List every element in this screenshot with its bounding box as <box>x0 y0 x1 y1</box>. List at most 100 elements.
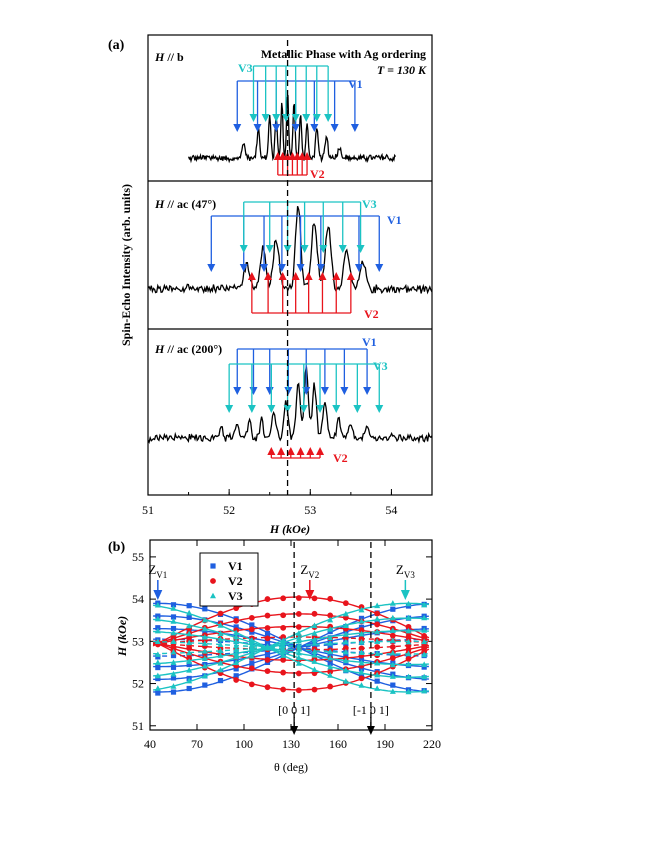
data-point <box>154 659 161 665</box>
arrow-head <box>296 264 305 272</box>
arrow-head <box>239 245 248 253</box>
fit-curve <box>153 617 429 677</box>
data-point <box>311 610 318 617</box>
data-point <box>342 657 349 664</box>
data-point <box>249 661 255 667</box>
x-tick-label-b: 160 <box>329 737 347 751</box>
arrow-head <box>312 114 321 122</box>
arrow-head <box>316 447 325 455</box>
fit-curve <box>153 604 429 693</box>
data-point <box>389 614 396 621</box>
data-point <box>311 622 318 629</box>
data-point <box>295 637 302 644</box>
data-point <box>233 617 240 624</box>
data-point <box>295 654 302 661</box>
data-point <box>210 578 216 584</box>
data-point <box>295 649 302 656</box>
data-point <box>342 667 349 673</box>
data-point <box>233 629 240 636</box>
data-point <box>155 664 161 671</box>
data-point <box>186 622 193 629</box>
arrow-head <box>356 245 365 253</box>
arrow-head <box>319 245 328 253</box>
data-point <box>358 630 365 637</box>
panel-a-temperature-text: T = 130 K <box>377 63 427 77</box>
z-marker-main: Z <box>148 562 156 577</box>
field-direction: // ac (47°) <box>164 197 216 211</box>
data-point <box>342 645 349 651</box>
x-tick-label-b: 40 <box>144 737 156 751</box>
data-point <box>264 668 271 675</box>
data-point <box>390 682 396 688</box>
data-point <box>327 595 334 602</box>
data-point <box>327 616 334 623</box>
data-point <box>233 605 240 612</box>
data-point <box>264 635 271 642</box>
subpanel-1: H // b V1 V3 V2 <box>154 50 397 181</box>
data-point <box>201 634 208 640</box>
arrow-head <box>375 264 384 272</box>
legend-label: V1 <box>228 559 243 573</box>
z-marker-label: ZV2 <box>300 562 319 580</box>
data-point <box>405 661 412 667</box>
data-point <box>374 615 381 622</box>
panel-a-frame <box>147 34 433 496</box>
v3-arrows: V3 <box>239 197 377 253</box>
arrow-head <box>277 447 286 455</box>
data-point <box>280 656 287 663</box>
arrow-head <box>346 272 355 280</box>
data-point <box>390 606 396 612</box>
data-point <box>233 633 240 640</box>
data-point <box>421 664 427 670</box>
arrow-head <box>272 114 281 122</box>
fit-curve <box>152 640 430 691</box>
data-point <box>311 666 318 673</box>
data-point <box>405 627 412 634</box>
v2-arrows: V2 <box>267 447 348 465</box>
data-point <box>210 563 216 569</box>
arrow-head <box>375 405 384 413</box>
spectrum-line <box>147 366 433 445</box>
panel-b-content: 40 70 100 130 160 190 220 51 52 53 54 55 [0 0 1] [-1 … <box>132 540 441 751</box>
x-tick-label-b: 130 <box>282 737 300 751</box>
x-tick-label-a: 54 <box>385 503 397 517</box>
data-point <box>248 614 255 621</box>
data-point <box>327 634 334 641</box>
panel-a-temperature: T = 130 K <box>377 63 427 77</box>
v2-arrows: V2 <box>247 272 379 321</box>
data-point <box>264 625 271 631</box>
arrow-head <box>283 405 292 413</box>
x-tick-label-a: 51 <box>142 503 154 517</box>
x-tick-label-b: 70 <box>191 737 203 751</box>
v1-arrows: V1 <box>233 77 363 132</box>
arrow-head <box>247 405 256 413</box>
y-tick-label-b: 54 <box>132 592 144 606</box>
data-point <box>295 670 302 677</box>
data-point <box>358 659 365 666</box>
v1-label: V1 <box>348 77 363 91</box>
data-point <box>311 652 318 658</box>
data-point <box>170 618 177 624</box>
data-point <box>233 677 240 683</box>
arrow-head <box>267 447 276 455</box>
arrow-head <box>278 272 287 280</box>
data-point <box>327 648 334 655</box>
data-point <box>233 646 240 653</box>
arrow-head <box>320 387 329 395</box>
data-point <box>358 618 365 624</box>
data-point <box>233 638 240 644</box>
z-marker-head <box>153 590 163 600</box>
v3-arrows: V3 <box>225 359 388 413</box>
arrow-head <box>340 387 349 395</box>
data-point <box>295 630 302 636</box>
data-point <box>295 624 302 630</box>
data-point <box>154 651 161 657</box>
data-point <box>217 659 224 666</box>
arrow-head <box>318 272 327 280</box>
arrow-head <box>299 405 308 413</box>
arrow-head <box>338 245 347 253</box>
arrow-head <box>291 114 300 122</box>
v3-label: V3 <box>373 359 388 373</box>
data-point <box>264 657 271 663</box>
data-point <box>233 666 239 672</box>
